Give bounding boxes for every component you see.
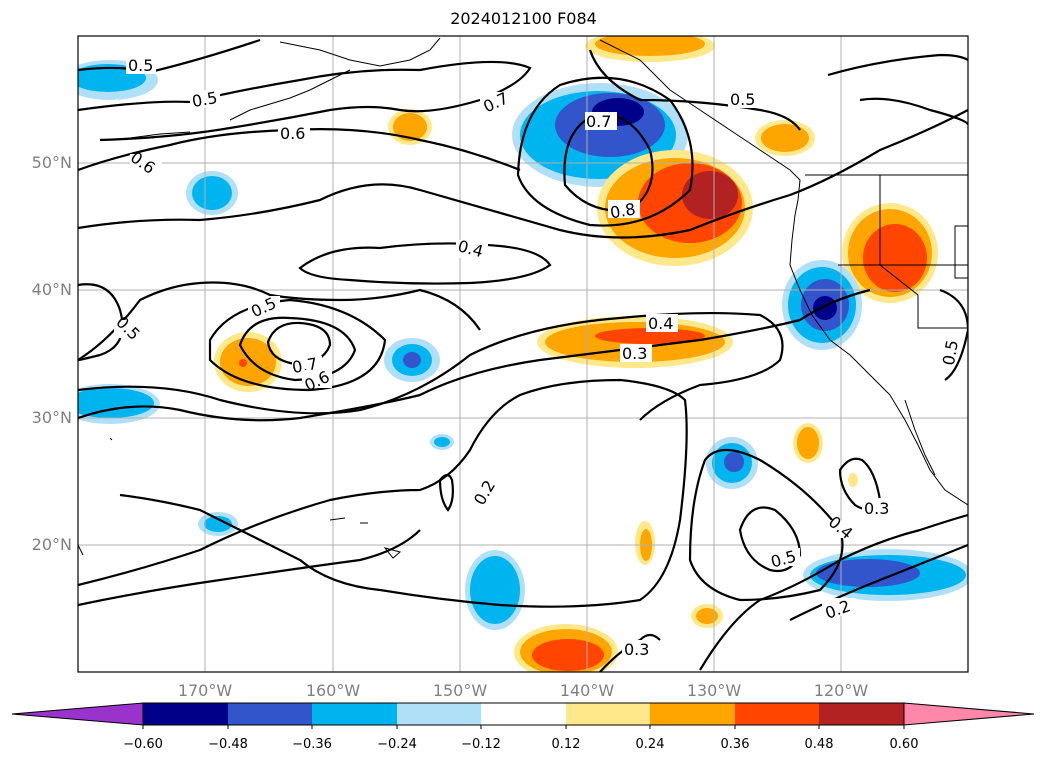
colorbar-tick-label: −0.36 (292, 737, 332, 752)
colorbar-bin (650, 703, 735, 725)
map-area: 0.5 0.5 0.7 0.5 0.6 0.6 0.7 0.8 0.4 0.5 … (78, 36, 968, 672)
shade-neg-c1 (192, 176, 232, 210)
colorbar-tick-label: 0.60 (889, 737, 919, 752)
lat-label-40n: 40°N (31, 280, 72, 299)
colorbar-tick-label: 0.12 (551, 737, 581, 752)
colorbar-extend-high (903, 702, 1035, 726)
lon-label-120w: 120°W (813, 681, 869, 700)
map-frame (77, 35, 969, 673)
shade-pos-d2 (863, 224, 927, 292)
contour-0.8-loop2 (266, 321, 332, 366)
contour-label: 0.5 (128, 56, 153, 75)
colorbar-extend-low (11, 702, 144, 726)
contour-0.5-w (78, 283, 124, 362)
contour-0.4-ne (859, 97, 968, 126)
lat-label-30n: 30°N (31, 408, 72, 427)
colorbar-tick-label: 0.36 (720, 737, 750, 752)
shade-neg-k2 (816, 559, 920, 587)
contour-0.5-e2 (939, 288, 968, 381)
colorbar-tick-label: −0.48 (208, 737, 248, 752)
contour-0.2 (78, 378, 688, 608)
contour-0.5-mid (78, 281, 481, 361)
lat-label-50n: 50°N (31, 153, 72, 172)
contour-0.4-nc (588, 49, 801, 131)
contour-label: 0.5 (190, 88, 218, 111)
shade-neg-i1 (204, 516, 232, 532)
contour-0.3 (78, 288, 871, 422)
contour-0.7-loop (516, 76, 694, 227)
colorbar-bin (819, 703, 904, 725)
colorbar-frame (142, 702, 905, 726)
contour-0.2-c (789, 543, 968, 621)
colorbar-tick-label: −0.12 (461, 737, 501, 752)
contour-label: 0.8 (609, 199, 637, 222)
shade-neg-d3 (813, 296, 837, 320)
shade-pos-f2 (239, 359, 247, 367)
contour-0.2-b (78, 529, 421, 607)
contour-label: 0.4 (648, 314, 673, 333)
shade-pos-f1 (220, 338, 276, 386)
colorbar-tick-label: 0.48 (804, 737, 834, 752)
shade-pos-g1 (797, 427, 819, 459)
lon-label-160w: 160°W (305, 681, 361, 700)
contour-0.4-a (78, 109, 968, 239)
colorbar-bin (481, 703, 566, 725)
colorbar-tick-label: 0.24 (635, 737, 665, 752)
contour-0.4-b (78, 311, 784, 421)
shade-pos-h (848, 473, 858, 487)
shade-pos-k2 (532, 639, 604, 671)
colorbar-bin (143, 703, 228, 725)
contour-label: 0.6 (280, 124, 305, 143)
contour-label: 0.7 (586, 112, 611, 131)
shade-neg-h2 (724, 452, 744, 472)
contour-label: 0.5 (730, 90, 755, 109)
shade-pos-c3 (682, 171, 738, 219)
contour-0.5-e (438, 473, 454, 512)
shade-pos-b1 (761, 124, 809, 152)
lon-label-140w: 140°W (559, 681, 615, 700)
colorbar-bin (735, 703, 819, 725)
contour-label: 0.3 (864, 499, 889, 518)
colorbar-bin (312, 703, 397, 725)
contour-0.4-small (298, 242, 552, 285)
contour-label: 0.5 (939, 338, 962, 366)
contour-0.5-ne (827, 53, 968, 77)
shade-neg-e2 (403, 352, 421, 368)
contour-0.4-c (688, 449, 844, 602)
shade-neg-j1 (470, 556, 520, 624)
shade-pos-j1 (696, 608, 718, 624)
colorbar-tick-label: −0.24 (377, 737, 417, 752)
colorbar-bin (566, 703, 650, 725)
contour-0.7-loop2 (238, 316, 357, 382)
shade-neg-f1 (78, 388, 154, 418)
shade-pos-a1 (393, 113, 427, 141)
colorbar-ticks (142, 725, 905, 729)
colorbar-bin (397, 703, 481, 725)
lon-label-130w: 130°W (686, 681, 742, 700)
coastlines (78, 37, 968, 559)
contour-0.5-b (78, 60, 532, 142)
colorbar-bin (228, 703, 312, 725)
lat-label-20n: 20°N (31, 535, 72, 554)
lon-label-150w: 150°W (432, 681, 488, 700)
colorbar-tick-label: −0.60 (123, 737, 163, 752)
lon-label-170w: 170°W (177, 681, 233, 700)
contour-label: 0.3 (624, 640, 649, 659)
contour-label: 0.3 (622, 344, 647, 363)
map-title: 2024012100 F084 (450, 9, 597, 28)
colorbar (11, 702, 1035, 729)
contour-labels: 0.5 0.5 0.7 0.5 0.6 0.6 0.7 0.8 0.4 0.5 … (112, 56, 962, 659)
shade-neg-g1 (434, 437, 450, 447)
